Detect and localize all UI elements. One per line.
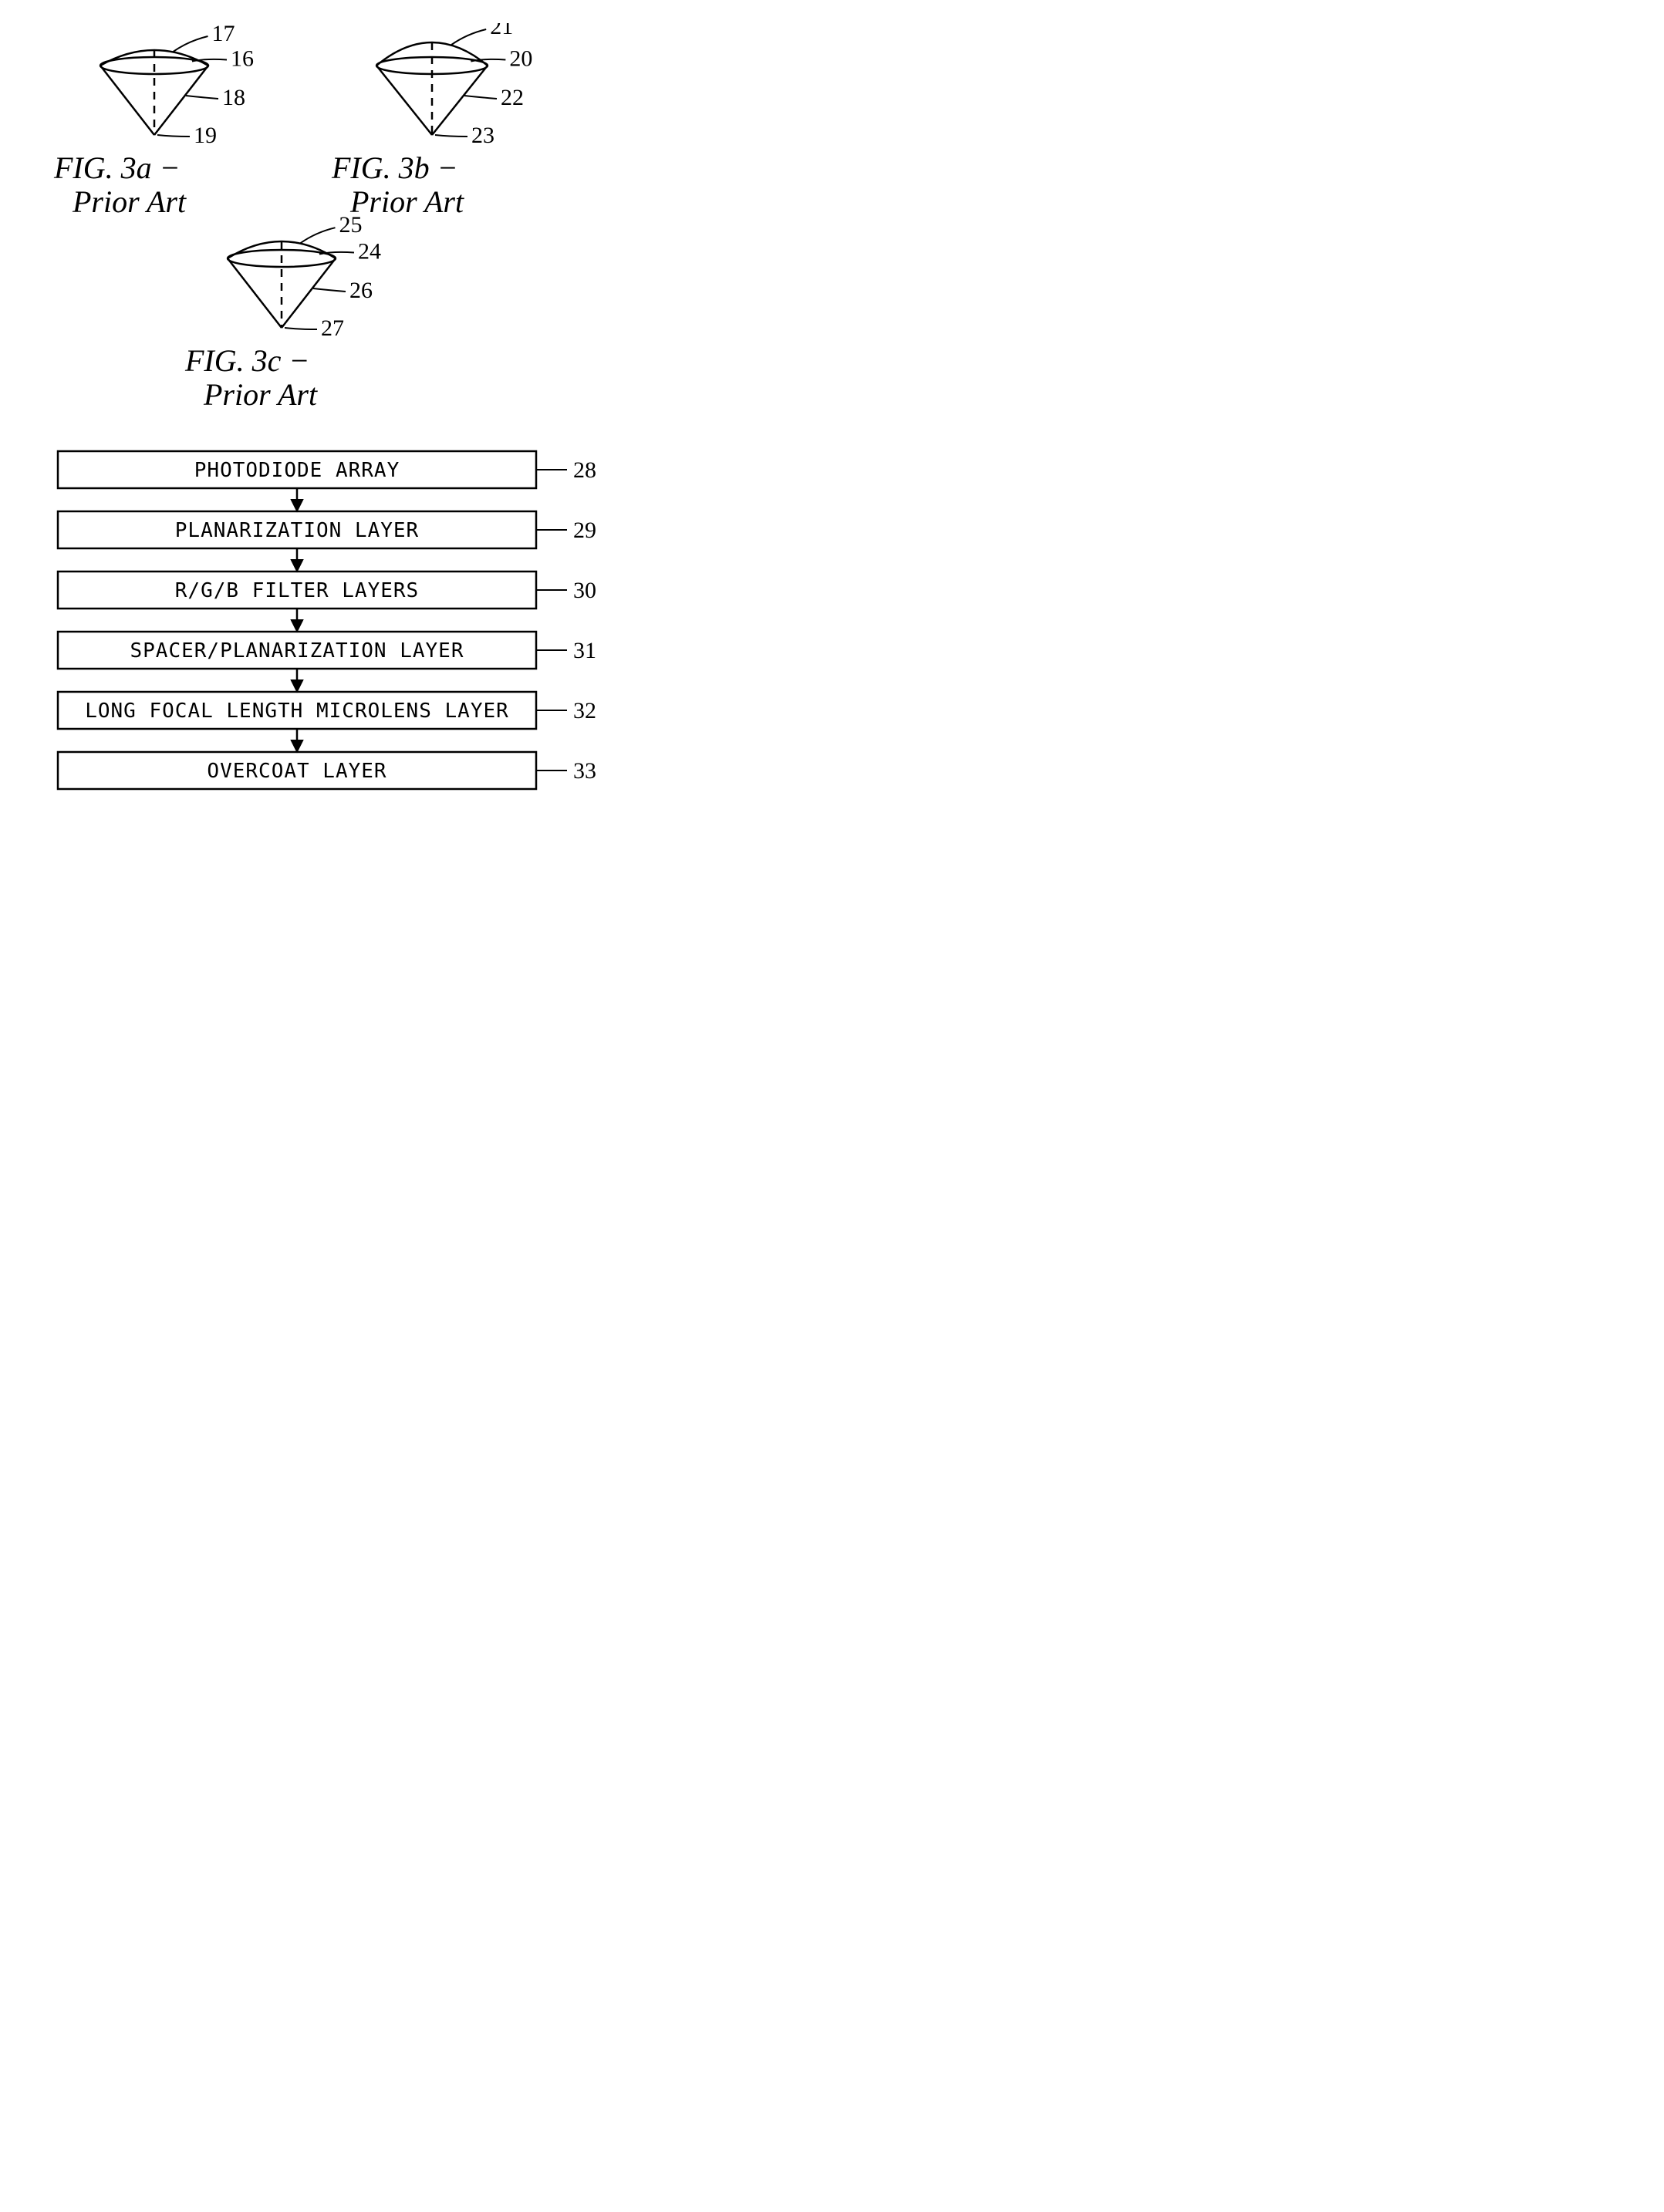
label-top-inner: 20 [509,46,532,72]
jewel-diagram: 2524 2627 FIG. 3c −Prior Art [184,212,381,412]
jewel-diagram: 21 20 22 23 FIG. 3b −Prior Art [331,23,532,219]
leader [313,288,346,292]
flow-box: SPACER/PLANARIZATION LAYER 31 [58,632,596,690]
cone-left [100,66,154,135]
label-top-inner: 16 [231,46,254,72]
label-top-outer: 17 [212,23,235,46]
box-label: PHOTODIODE ARRAY [194,459,400,482]
jewel-diagram: 1716 1819 FIG. 3a −Prior Art [53,23,254,219]
box-number: 30 [573,578,596,603]
label-side: 18 [222,85,245,110]
leader [174,36,208,52]
box-number: 33 [573,758,596,784]
fig-caption: Prior Art [72,184,187,219]
flow-box: PLANARIZATION LAYER 29 [58,511,596,570]
label-apex: 19 [194,123,217,148]
flow-box: PHOTODIODE ARRAY 28 [58,451,596,510]
label-apex: 27 [321,315,344,341]
flow-box: LONG FOCAL LENGTH MICROLENS LAYER 32 [58,692,596,750]
box-label: SPACER/PLANARIZATION LAYER [130,639,464,663]
fig-caption: Prior Art [349,184,464,219]
label-top-outer: 25 [339,212,363,238]
flow-box: R/G/B FILTER LAYERS 30 [58,572,596,630]
box-number: 31 [573,638,596,663]
leader [464,96,497,99]
label-apex: 23 [471,123,494,148]
leader [285,328,317,329]
label-side: 22 [501,85,524,110]
fig-caption: FIG. 3a − [53,150,181,185]
box-number: 32 [573,698,596,723]
flow-box: OVERCOAT LAYER 33 [58,752,596,789]
leader [186,96,218,99]
label-side: 26 [349,278,373,303]
box-number: 28 [573,457,596,483]
fig-caption: FIG. 3c − [184,343,309,378]
leader [435,135,467,137]
box-label: LONG FOCAL LENGTH MICROLENS LAYER [85,700,509,723]
cone-left [376,66,432,135]
fig-caption: Prior Art [203,377,318,412]
cone-left [228,258,282,328]
box-label: PLANARIZATION LAYER [175,519,419,542]
leader [301,228,336,243]
box-number: 29 [573,518,596,543]
label-top-outer: 21 [490,23,513,39]
box-label: R/G/B FILTER LAYERS [175,579,419,602]
fig-caption: FIG. 3b − [331,150,458,185]
label-top-inner: 24 [358,239,381,265]
leader [451,29,486,45]
box-label: OVERCOAT LAYER [207,760,386,783]
leader [157,135,190,137]
